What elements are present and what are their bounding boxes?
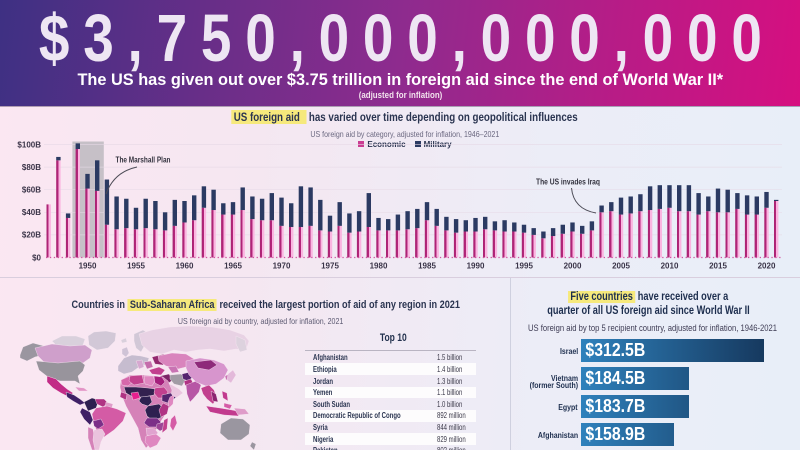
svg-text:1960: 1960: [176, 262, 194, 271]
svg-text:$80B: $80B: [22, 163, 41, 172]
svg-text:2015: 2015: [709, 262, 727, 271]
svg-text:1980: 1980: [370, 262, 388, 271]
svg-text:2010: 2010: [661, 262, 679, 271]
svg-text:1995: 1995: [515, 262, 533, 271]
svg-text:$0: $0: [32, 253, 41, 262]
svg-text:2005: 2005: [612, 262, 630, 271]
svg-text:1955: 1955: [127, 262, 145, 271]
svg-text:1970: 1970: [273, 262, 291, 271]
svg-text:1990: 1990: [467, 262, 485, 271]
svg-text:1985: 1985: [418, 262, 436, 271]
svg-text:$40B: $40B: [22, 208, 41, 217]
svg-text:$20B: $20B: [22, 231, 41, 240]
svg-text:1975: 1975: [321, 262, 339, 271]
svg-text:2000: 2000: [564, 262, 582, 271]
svg-text:$100B: $100B: [17, 140, 41, 149]
svg-text:$60B: $60B: [22, 186, 41, 195]
svg-text:1965: 1965: [224, 262, 242, 271]
svg-text:The Marshall Plan: The Marshall Plan: [116, 155, 171, 165]
svg-text:1950: 1950: [79, 262, 97, 271]
svg-text:2020: 2020: [758, 262, 776, 271]
svg-text:The US invades Iraq: The US invades Iraq: [536, 177, 600, 187]
